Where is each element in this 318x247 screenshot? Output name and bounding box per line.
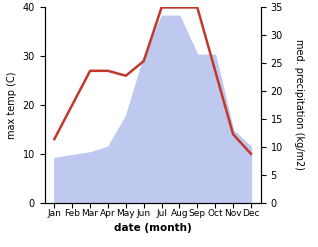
Y-axis label: med. precipitation (kg/m2): med. precipitation (kg/m2) [294,40,304,170]
Y-axis label: max temp (C): max temp (C) [7,71,17,139]
X-axis label: date (month): date (month) [114,223,191,233]
